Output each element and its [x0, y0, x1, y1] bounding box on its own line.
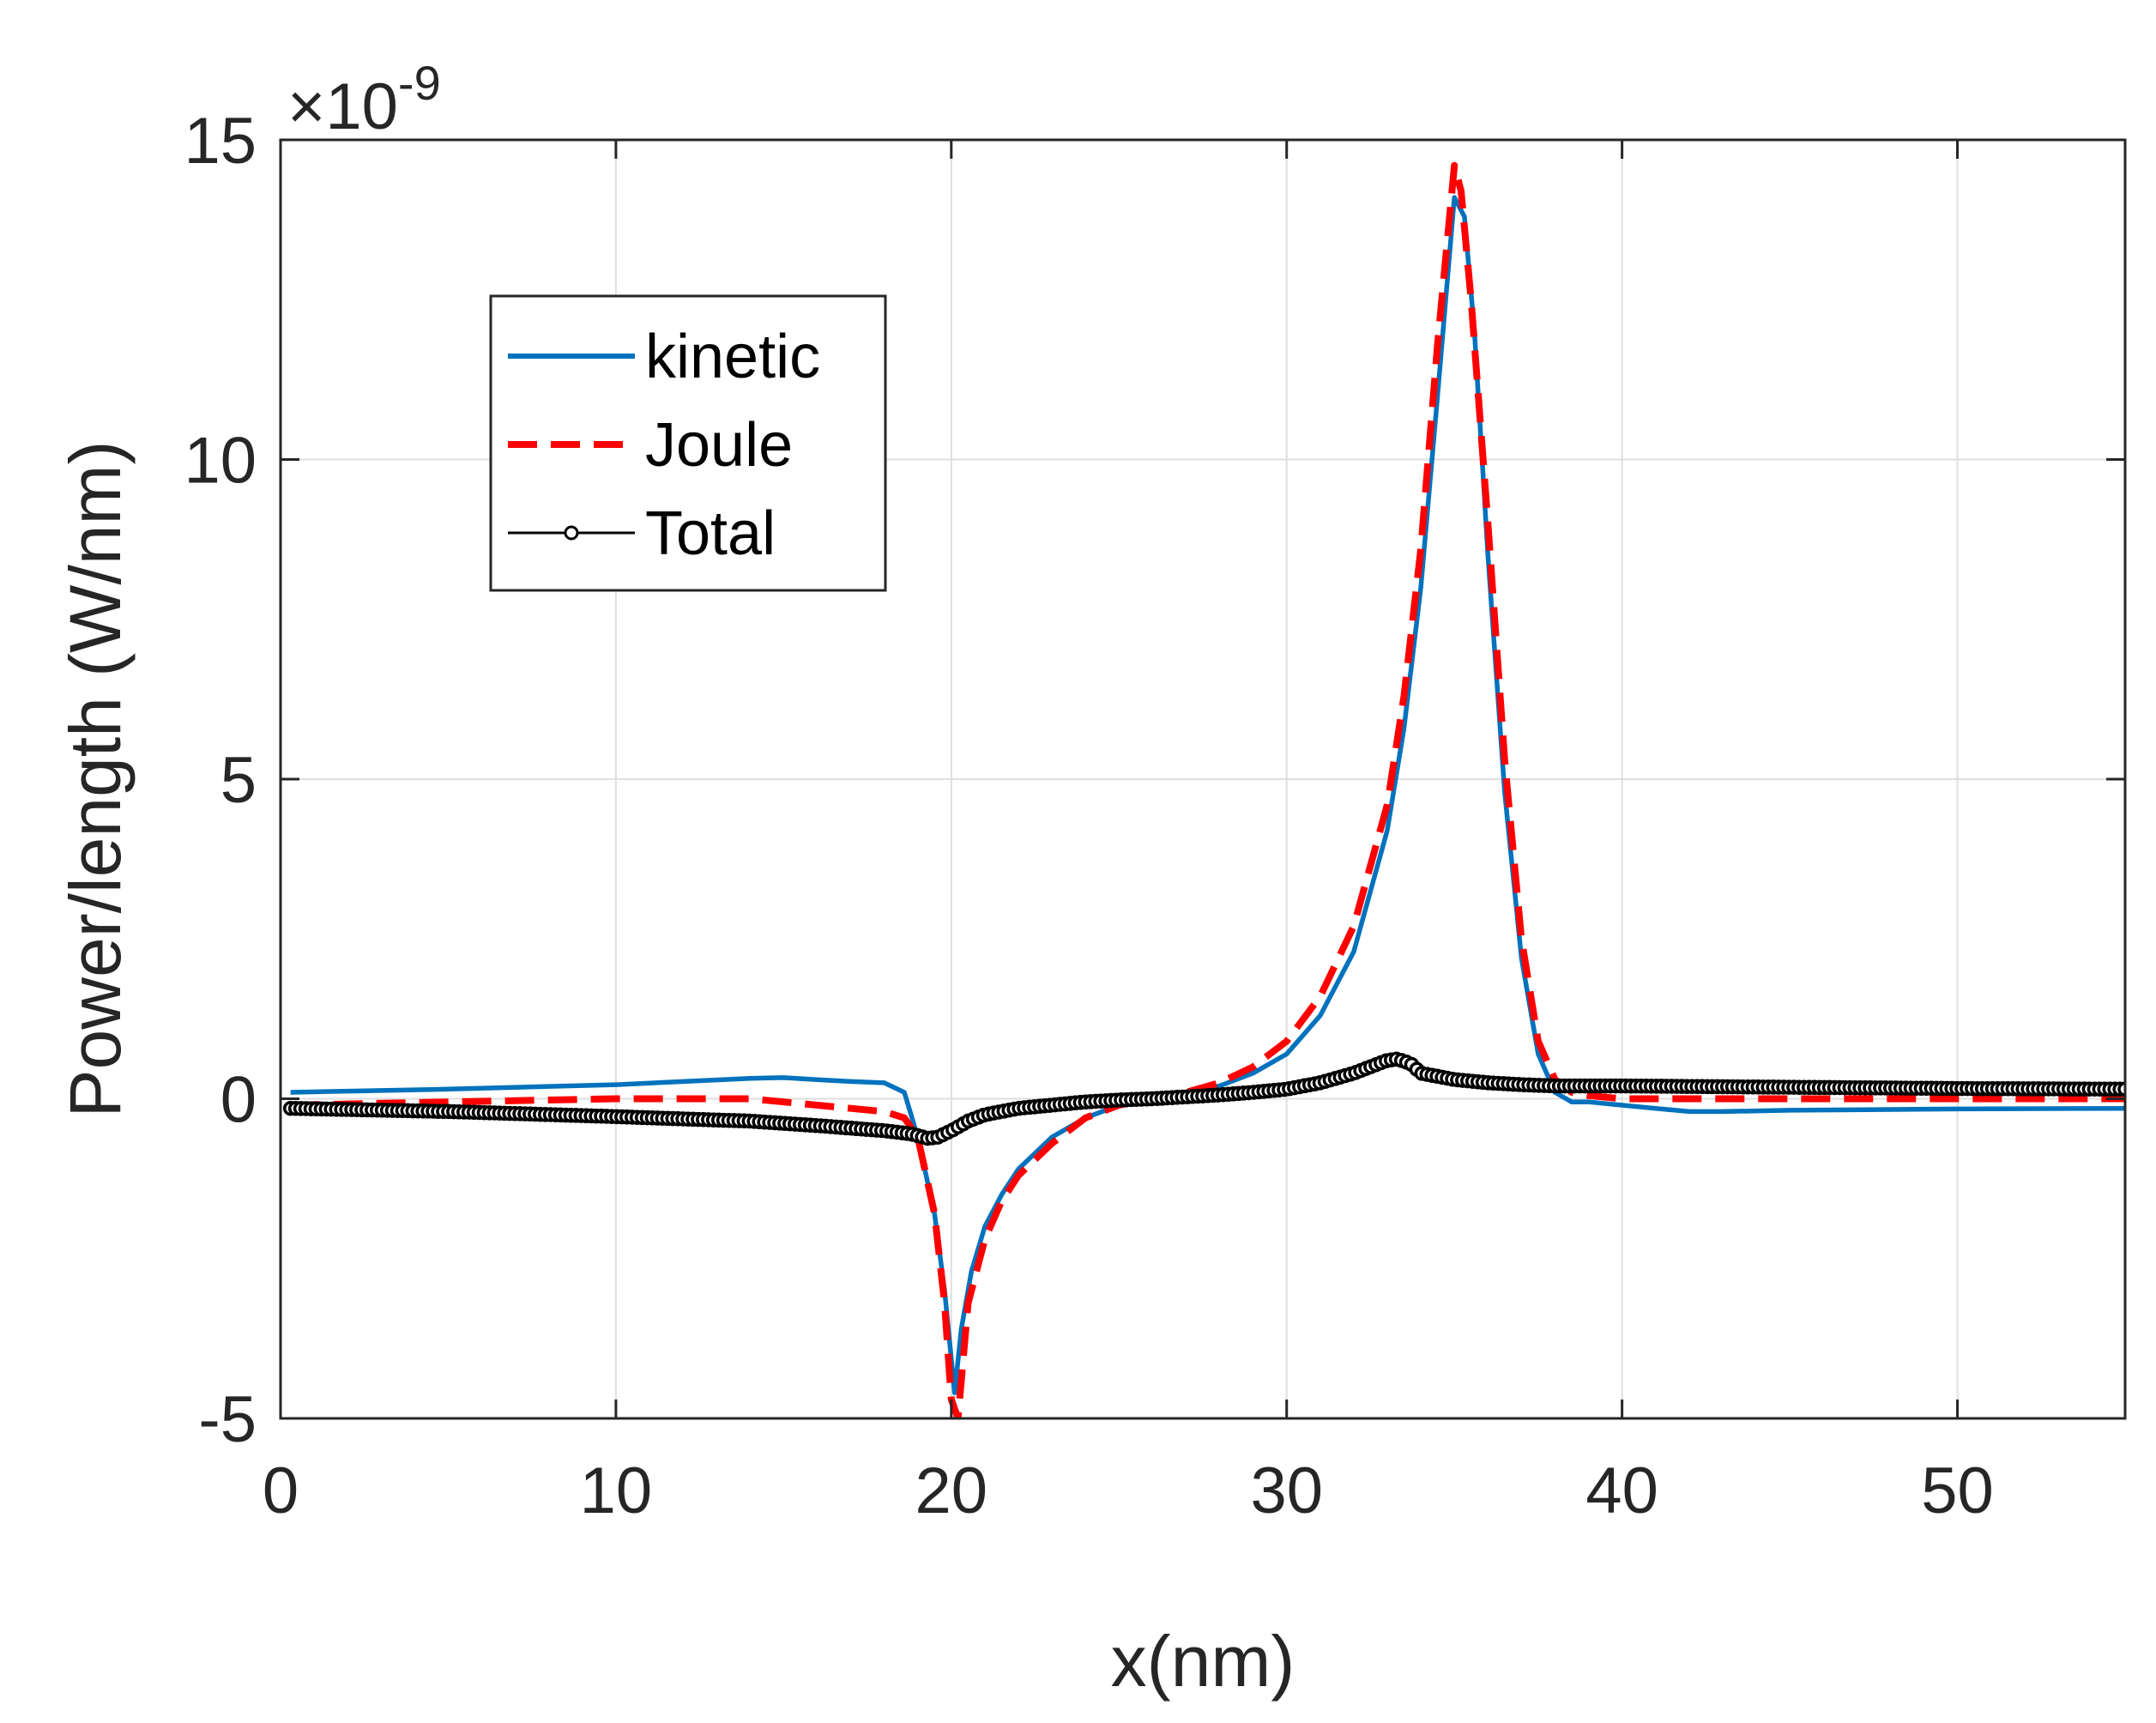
y-tick-label: -5 [198, 1383, 257, 1456]
y-tick-label: 0 [220, 1064, 257, 1137]
legend-marker-total [564, 525, 579, 541]
y-multiplier-exponent: -9 [398, 56, 441, 110]
y-axis-label: Power/length (W/nm) [55, 441, 136, 1118]
y-tick-label: 15 [184, 105, 257, 178]
legend-label-kinetic: kinetic [645, 323, 820, 391]
series-line-kinetic [290, 195, 2125, 1395]
y-multiplier-label: ×10-9 [287, 56, 441, 143]
total-marker [2117, 1081, 2125, 1097]
x-tick-label: 50 [1921, 1454, 1994, 1527]
x-tick-label: 20 [915, 1454, 988, 1527]
data-series [282, 161, 2125, 1418]
x-tick-label: 40 [1585, 1454, 1658, 1527]
x-tick-label: 0 [263, 1454, 299, 1527]
x-tick-label: 30 [1250, 1454, 1323, 1527]
legend-label-joule: Joule [645, 411, 793, 480]
legend-label-total: Total [645, 499, 776, 568]
legend[interactable]: kinetic Joule Total [489, 294, 887, 592]
y-tick-label: 10 [184, 425, 257, 498]
x-axis-label: x(nm) [1111, 1621, 1295, 1702]
series-line-joule [290, 161, 2125, 1418]
y-tick-label: 5 [220, 744, 257, 817]
x-tick-label: 10 [580, 1454, 653, 1527]
y-multiplier-base: ×10 [287, 70, 398, 143]
series-markers-total [282, 1051, 2125, 1146]
